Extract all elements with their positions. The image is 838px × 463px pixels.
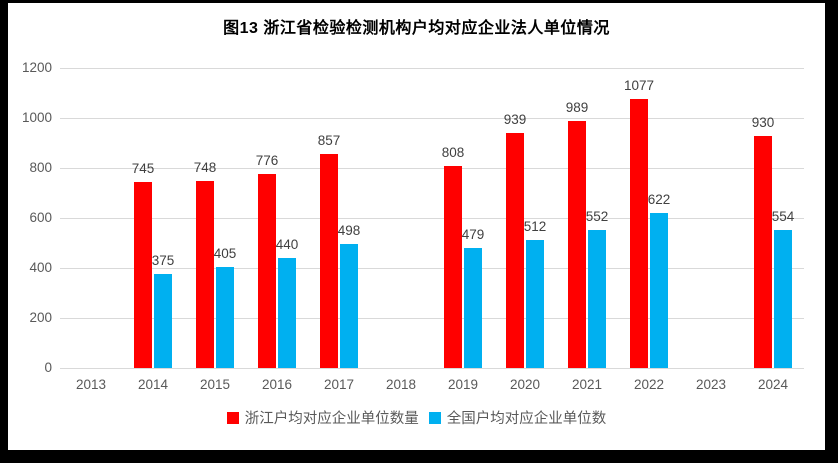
bar-national-2017 bbox=[340, 243, 358, 368]
data-label-zhejiang-2022: 1077 bbox=[623, 77, 655, 93]
bar-zhejiang-2017 bbox=[320, 153, 338, 368]
legend-swatch-national-icon bbox=[428, 411, 441, 424]
bar-national-2014 bbox=[154, 274, 172, 368]
legend-item-national: 全国户均对应企业单位数 bbox=[428, 407, 607, 428]
x-axis-tick-label: 2015 bbox=[199, 377, 231, 392]
data-label-national-2022: 622 bbox=[647, 191, 671, 207]
bar-national-2016 bbox=[278, 258, 296, 368]
bar-national-2019 bbox=[464, 248, 482, 368]
bar-zhejiang-2024 bbox=[754, 135, 772, 368]
bar-national-2024 bbox=[774, 229, 792, 368]
bar-zhejiang-2019 bbox=[444, 166, 462, 368]
data-label-national-2024: 554 bbox=[771, 208, 795, 224]
data-label-zhejiang-2015: 748 bbox=[193, 160, 217, 175]
gridline bbox=[60, 167, 804, 169]
data-label-zhejiang-2019: 808 bbox=[441, 145, 465, 160]
gridline bbox=[60, 267, 804, 269]
legend-swatch-zhejiang-icon bbox=[226, 411, 239, 424]
data-label-national-2017: 498 bbox=[337, 222, 361, 238]
x-axis-tick-label: 2017 bbox=[323, 377, 355, 392]
y-axis-tick-label: 1200 bbox=[21, 60, 52, 75]
bar-zhejiang-2015 bbox=[196, 181, 214, 368]
gridline bbox=[60, 217, 804, 219]
data-label-national-2016: 440 bbox=[275, 237, 299, 252]
legend-item-zhejiang: 浙江户均对应企业单位数量 bbox=[226, 407, 419, 428]
x-axis-tick-label: 2024 bbox=[757, 377, 789, 392]
data-label-zhejiang-2016: 776 bbox=[255, 153, 279, 168]
gridline bbox=[60, 117, 804, 119]
data-label-zhejiang-2017: 857 bbox=[317, 132, 341, 148]
legend-label-national: 全国户均对应企业单位数 bbox=[446, 411, 607, 427]
y-axis-tick-label: 800 bbox=[29, 160, 52, 175]
x-axis-tick-label: 2023 bbox=[695, 377, 727, 392]
x-axis-tick-label: 2021 bbox=[571, 377, 603, 392]
data-label-zhejiang-2014: 745 bbox=[131, 160, 155, 176]
bar-zhejiang-2020 bbox=[506, 133, 524, 368]
x-axis-tick-label: 2013 bbox=[75, 377, 107, 392]
bar-zhejiang-2022 bbox=[630, 98, 648, 368]
gridline bbox=[60, 367, 804, 369]
data-label-zhejiang-2021: 989 bbox=[565, 99, 589, 115]
y-axis-tick-label: 200 bbox=[29, 310, 52, 325]
x-axis-tick-label: 2022 bbox=[633, 377, 665, 392]
legend: 浙江户均对应企业单位数量 全国户均对应企业单位数 bbox=[8, 407, 825, 428]
bar-national-2015 bbox=[216, 266, 234, 368]
data-label-national-2019: 479 bbox=[461, 227, 485, 243]
data-label-zhejiang-2020: 939 bbox=[503, 112, 527, 128]
y-axis-tick-label: 0 bbox=[44, 360, 52, 375]
data-label-national-2021: 552 bbox=[585, 209, 609, 224]
data-label-national-2015: 405 bbox=[213, 245, 237, 261]
x-axis-tick-label: 2019 bbox=[447, 377, 479, 392]
data-label-national-2014: 375 bbox=[151, 253, 175, 269]
y-axis-tick-label: 600 bbox=[29, 210, 52, 225]
bar-zhejiang-2021 bbox=[568, 120, 586, 368]
bar-national-2021 bbox=[588, 230, 606, 368]
y-axis-tick-label: 400 bbox=[29, 260, 52, 275]
chart-canvas: 图13 浙江省检验检测机构户均对应企业法人单位情况 0 200 400 600 800 1… bbox=[8, 3, 825, 450]
gridline bbox=[60, 67, 804, 69]
gridline bbox=[60, 317, 804, 319]
chart-title: 图13 浙江省检验检测机构户均对应企业法人单位情况 bbox=[223, 20, 610, 37]
x-axis-tick-label: 2016 bbox=[261, 377, 293, 392]
data-label-zhejiang-2024: 930 bbox=[751, 114, 775, 130]
x-axis-tick-label: 2018 bbox=[385, 377, 417, 392]
bar-zhejiang-2014 bbox=[134, 181, 152, 368]
data-label-national-2020: 512 bbox=[523, 219, 547, 234]
legend-label-zhejiang: 浙江户均对应企业单位数量 bbox=[244, 411, 419, 427]
y-axis-tick-label: 1000 bbox=[21, 110, 52, 125]
bar-national-2020 bbox=[526, 240, 544, 368]
x-axis-tick-label: 2014 bbox=[137, 377, 169, 392]
bar-zhejiang-2016 bbox=[258, 174, 276, 368]
x-axis-tick-label: 2020 bbox=[509, 377, 541, 392]
bar-national-2022 bbox=[650, 212, 668, 368]
